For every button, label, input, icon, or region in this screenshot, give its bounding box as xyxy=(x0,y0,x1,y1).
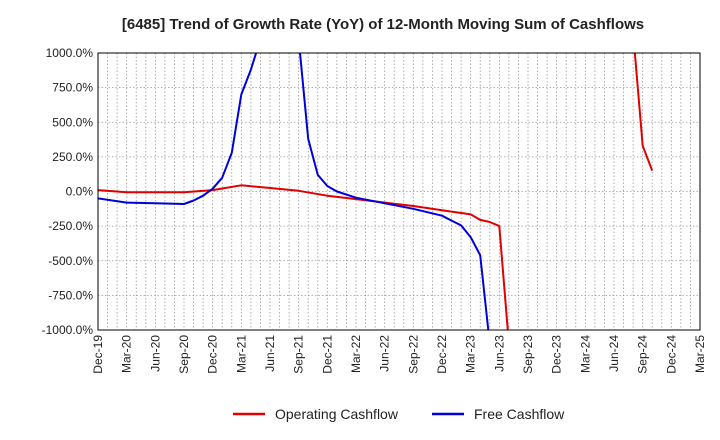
x-tick-label: Jun-22 xyxy=(378,335,392,372)
series-layer xyxy=(98,53,654,330)
free-cashflow-line xyxy=(299,53,490,330)
y-axis-ticks: 1000.0% 750.0% 500.0% 250.0% 0.0% -250.0% -500… xyxy=(42,46,94,337)
x-axis-ticks: Dec-19 Mar-20 Jun-20 Sep-20 Dec-20 Mar-21 Jun-… xyxy=(91,335,707,374)
x-tick-label: Jun-23 xyxy=(492,335,506,372)
y-tick-label: 0.0% xyxy=(66,185,94,199)
legend-label-operating-cashflow: Operating Cashflow xyxy=(275,406,399,422)
x-tick-label: Mar-24 xyxy=(578,335,592,373)
y-tick-label: -250.0% xyxy=(48,219,93,233)
x-tick-label: Sep-23 xyxy=(521,335,535,374)
legend-label-free-cashflow: Free Cashflow xyxy=(474,406,565,422)
x-tick-label: Mar-22 xyxy=(349,335,363,373)
x-tick-label: Dec-19 xyxy=(91,335,105,374)
legend: Operating Cashflow Free Cashflow xyxy=(233,406,565,422)
x-tick-label: Dec-24 xyxy=(664,335,678,374)
x-tick-label: Dec-21 xyxy=(320,335,334,374)
y-tick-label: -750.0% xyxy=(48,288,93,302)
x-tick-label: Sep-21 xyxy=(292,335,306,374)
y-tick-label: 750.0% xyxy=(52,81,93,95)
x-tick-label: Sep-20 xyxy=(177,335,191,374)
x-tick-label: Sep-22 xyxy=(406,335,420,374)
x-tick-label: Dec-23 xyxy=(550,335,564,374)
x-tick-label: Jun-20 xyxy=(148,335,162,372)
operating-cashflow-line xyxy=(633,53,654,172)
x-tick-label: Dec-20 xyxy=(206,335,220,374)
x-tick-label: Mar-23 xyxy=(464,335,478,373)
plot-frame xyxy=(97,52,701,331)
x-tick-label: Jun-21 xyxy=(263,335,277,372)
chart-title: [6485] Trend of Growth Rate (YoY) of 12-… xyxy=(122,16,644,33)
x-tick-label: Sep-24 xyxy=(636,335,650,374)
free-cashflow-line xyxy=(98,53,258,205)
y-tick-label: 1000.0% xyxy=(46,46,94,60)
x-tick-label: Mar-21 xyxy=(234,335,248,373)
y-tick-label: -1000.0% xyxy=(42,323,94,337)
x-tick-label: Mar-20 xyxy=(120,335,134,373)
x-tick-label: Mar-25 xyxy=(693,335,707,373)
y-tick-label: 500.0% xyxy=(52,115,93,129)
y-tick-label: -500.0% xyxy=(48,254,93,268)
grid xyxy=(98,52,700,331)
y-tick-label: 250.0% xyxy=(52,150,93,164)
x-tick-label: Dec-22 xyxy=(435,335,449,374)
x-tick-label: Jun-24 xyxy=(607,335,621,372)
operating-cashflow-line xyxy=(98,184,509,330)
